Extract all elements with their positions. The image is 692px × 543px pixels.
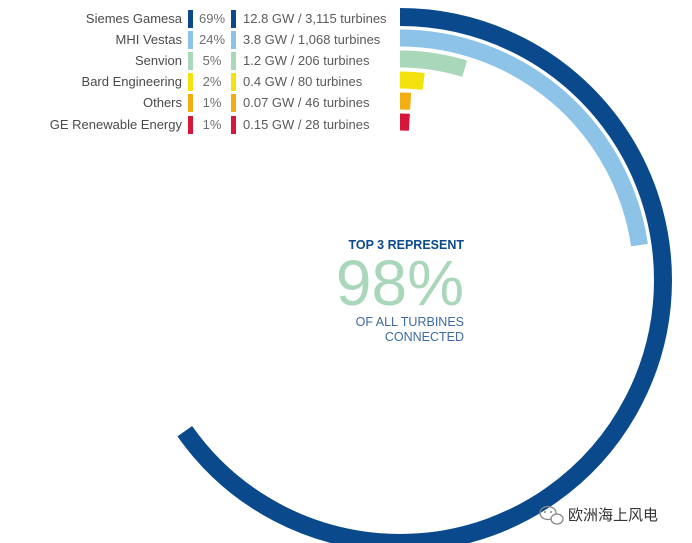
legend-label-5: GE Renewable Energy: [50, 117, 183, 132]
watermark: 欧洲海上风电: [539, 505, 658, 525]
percent-label-3: 2%: [203, 74, 222, 89]
wechat-icon: [539, 505, 564, 525]
detail-label-3: 0.4 GW / 80 turbines: [243, 74, 363, 89]
detail-swatch-3: [231, 73, 236, 91]
legend-swatch-2: [188, 52, 193, 70]
percent-label-5: 1%: [203, 117, 222, 132]
detail-swatch-0: [231, 10, 236, 28]
legend-label-3: Bard Engineering: [82, 74, 182, 89]
legend-swatch-4: [188, 94, 193, 112]
arc-1: [399, 29, 648, 247]
detail-label-0: 12.8 GW / 3,115 turbines: [243, 11, 387, 26]
detail-label-1: 3.8 GW / 1,068 turbines: [243, 32, 381, 47]
legend-label-2: Senvion: [135, 53, 182, 68]
legend-label-1: MHI Vestas: [116, 32, 183, 47]
percent-label-4: 1%: [203, 95, 222, 110]
detail-label-4: 0.07 GW / 46 turbines: [243, 95, 370, 110]
center-value: 98%: [336, 247, 464, 319]
detail-swatch-1: [231, 31, 236, 49]
legend-label-4: Others: [143, 95, 183, 110]
percent-label-2: 5%: [203, 53, 222, 68]
arc-3: [399, 71, 425, 90]
legend-swatch-5: [188, 116, 193, 134]
arc-group: [177, 8, 672, 543]
detail-swatch-4: [231, 94, 236, 112]
center-annotation: TOP 3 REPRESENT 98% OF ALL TURBINES CONN…: [336, 238, 464, 344]
legend-swatch-3: [188, 73, 193, 91]
percent-label-1: 24%: [199, 32, 225, 47]
legend-swatch-0: [188, 10, 193, 28]
center-subtext-line2: CONNECTED: [385, 330, 464, 344]
center-heading: TOP 3 REPRESENT: [348, 238, 464, 252]
label-group: Siemes Gamesa 69% 12.8 GW / 3,115 turbines…: [50, 10, 387, 134]
detail-label-2: 1.2 GW / 206 turbines: [243, 53, 370, 68]
center-subtext-line1: OF ALL TURBINES: [356, 315, 464, 329]
legend-swatch-1: [188, 31, 193, 49]
watermark-text: 欧洲海上风电: [568, 506, 658, 524]
percent-label-0: 69%: [199, 11, 225, 26]
detail-label-5: 0.15 GW / 28 turbines: [243, 117, 370, 132]
legend-label-0: Siemes Gamesa: [86, 11, 183, 26]
arc-0: [177, 8, 672, 543]
detail-swatch-2: [231, 52, 236, 70]
arc-2: [399, 50, 468, 77]
detail-swatch-5: [231, 116, 236, 134]
